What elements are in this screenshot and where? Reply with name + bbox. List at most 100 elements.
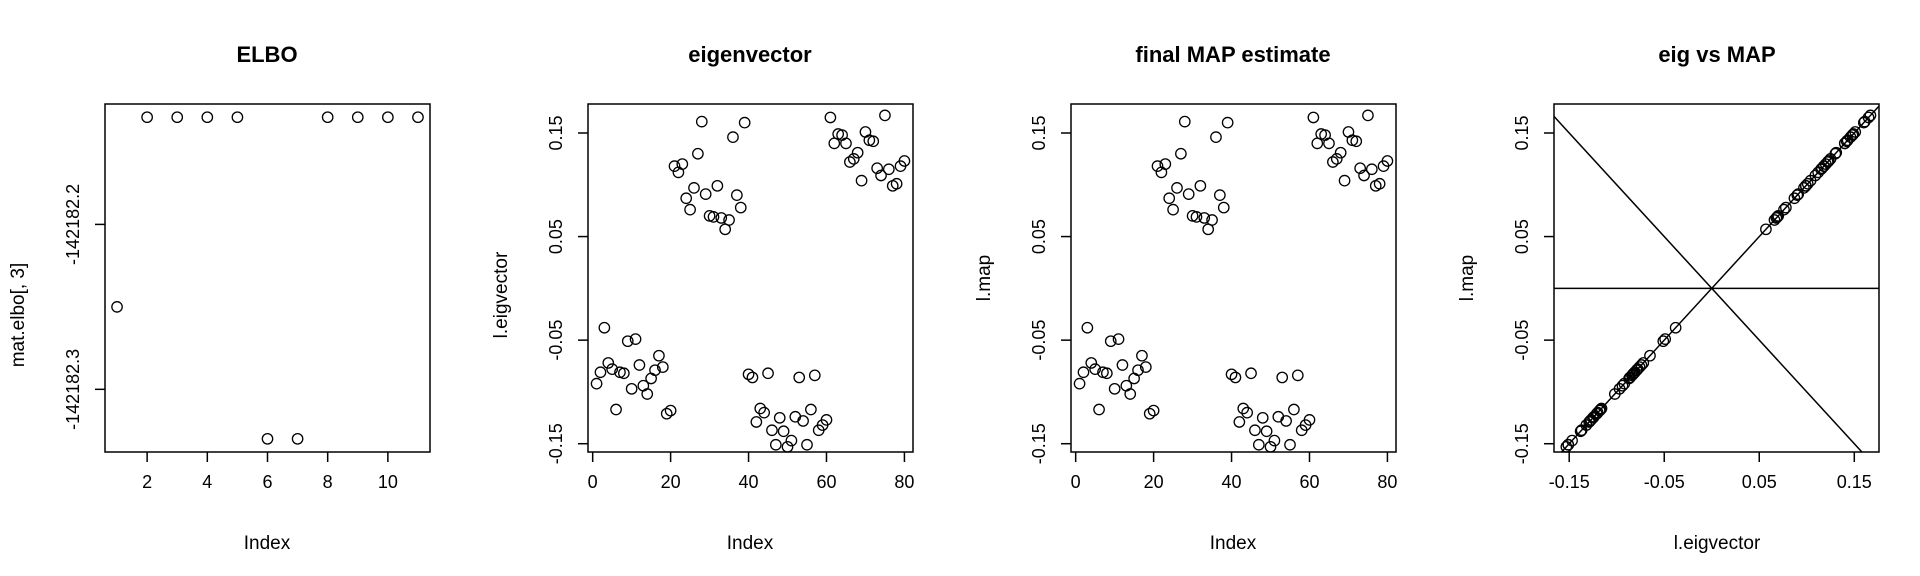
data-point <box>1272 410 1285 423</box>
x-tick-label: 60 <box>816 472 836 492</box>
data-point <box>855 174 868 187</box>
x-tick-label: 40 <box>1222 472 1242 492</box>
panel-final-map: final MAP estimate Index l.map 0 20 40 60 80… <box>974 42 1397 554</box>
data-point <box>1221 116 1234 129</box>
data-point <box>1229 371 1242 384</box>
axis-ticks: 0 20 40 60 80 -0.15 -0.05 0.05 0.15 <box>1029 115 1397 492</box>
plot-frame <box>1553 103 1880 453</box>
data-point <box>1139 361 1152 373</box>
plot-frame <box>104 103 431 453</box>
data-point <box>1190 211 1203 223</box>
data-point <box>1780 201 1792 214</box>
y-tick-label: -0.05 <box>1029 320 1049 361</box>
data-point <box>1830 146 1843 159</box>
data-point <box>1566 434 1578 447</box>
data-point <box>1233 416 1246 428</box>
data-point <box>750 416 763 428</box>
data-point <box>1245 367 1257 380</box>
data-point <box>1584 415 1596 427</box>
data-point <box>676 158 689 170</box>
data-points <box>1073 109 1394 453</box>
data-point <box>1373 177 1386 190</box>
x-axis-label: Index <box>244 533 291 554</box>
data-point <box>1307 111 1320 124</box>
data-point <box>1256 411 1269 424</box>
y-tick-label: -0.05 <box>1512 320 1532 361</box>
y-tick-label: 0.05 <box>1512 219 1532 254</box>
data-point <box>1151 160 1164 172</box>
y-tick-label: -0.15 <box>546 423 566 464</box>
data-point <box>621 335 634 348</box>
data-point <box>1760 223 1772 236</box>
data-point <box>1822 155 1835 167</box>
data-point <box>1089 363 1102 375</box>
data-point <box>781 440 794 453</box>
data-point <box>1136 349 1148 362</box>
y-axis-label: l.map <box>974 255 995 301</box>
data-point <box>1841 134 1854 147</box>
data-point <box>1657 335 1670 348</box>
x-axis-label: l.eigvector <box>1674 533 1761 554</box>
data-point <box>1303 414 1316 426</box>
data-point <box>1132 364 1144 377</box>
data-point <box>793 371 806 384</box>
data-point <box>1182 188 1195 200</box>
data-point <box>1354 162 1366 175</box>
panel-eig-vs-map: eig vs MAP l.eigvector l.map -0.15 -0.05 0… <box>1457 42 1880 554</box>
data-point <box>727 131 739 143</box>
reference-line <box>1561 105 1880 453</box>
data-point <box>1194 179 1207 192</box>
data-point <box>1330 153 1343 165</box>
data-point <box>1210 131 1222 143</box>
data-point <box>844 156 856 168</box>
x-tick-label: 20 <box>1144 472 1164 492</box>
data-point <box>1669 321 1682 334</box>
x-tick-label: 0.15 <box>1837 472 1872 492</box>
data-point <box>769 438 782 451</box>
data-point <box>231 111 244 124</box>
data-point <box>1627 368 1639 381</box>
panel-title: ELBO <box>236 42 297 67</box>
data-point <box>618 367 630 380</box>
data-point <box>773 411 786 424</box>
data-point <box>1815 163 1827 176</box>
data-point <box>1562 438 1575 451</box>
data-point <box>1252 438 1265 451</box>
data-point <box>1864 109 1877 122</box>
data-point <box>1792 188 1805 200</box>
data-point <box>1108 382 1121 395</box>
y-tick-label: 0.15 <box>1029 115 1049 150</box>
panel-title: final MAP estimate <box>1135 42 1330 67</box>
data-point <box>777 425 790 438</box>
data-point <box>871 162 883 175</box>
y-tick-label: 0.15 <box>546 115 566 150</box>
panel-title: eig vs MAP <box>1658 42 1775 67</box>
data-point <box>1327 156 1339 168</box>
data-point <box>851 146 864 159</box>
panel-eigenvector: eigenvector Index l.eigvector 0 20 40 60 80 -… <box>491 42 914 554</box>
x-tick-label: 0 <box>588 472 598 492</box>
data-point <box>742 368 755 381</box>
data-point <box>898 155 911 167</box>
data-point <box>1116 359 1129 371</box>
data-point <box>1772 210 1785 222</box>
data-point <box>625 382 638 395</box>
data-point <box>1167 203 1179 216</box>
data-point <box>1659 333 1672 345</box>
data-point <box>590 377 603 390</box>
x-tick-label: 2 <box>142 472 152 492</box>
data-point <box>1280 415 1292 427</box>
data-point <box>1644 349 1656 362</box>
data-point <box>1093 403 1105 416</box>
data-point <box>847 153 860 165</box>
plot-frame <box>587 103 914 453</box>
data-point <box>1241 406 1253 419</box>
data-point <box>1260 425 1273 438</box>
data-point <box>692 147 704 160</box>
plot-frame <box>1070 103 1397 453</box>
data-point <box>879 109 891 122</box>
data-point <box>680 192 693 205</box>
y-tick-label: 0.15 <box>1512 115 1532 150</box>
y-axis-label: l.eigvector <box>491 251 512 338</box>
